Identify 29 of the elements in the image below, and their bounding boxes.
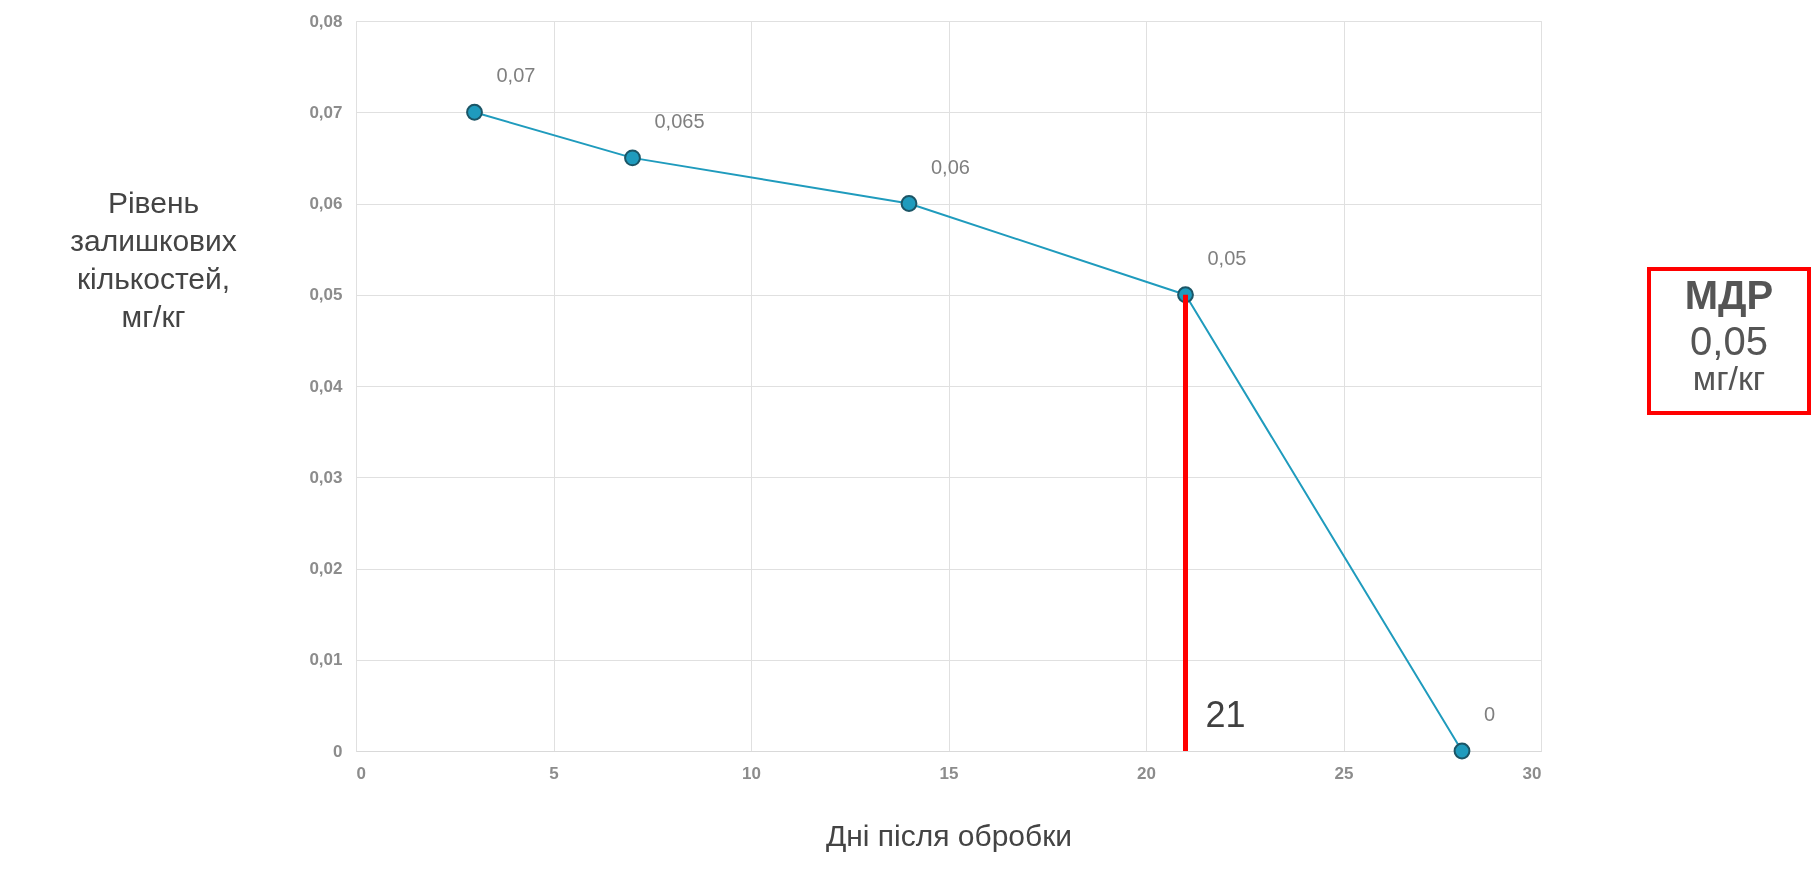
ref-line-label: 21: [1205, 694, 1246, 735]
y-tick-label: 0,05: [309, 285, 343, 305]
point: [624, 149, 641, 167]
x-tick-label: 10: [742, 763, 761, 783]
x-tick-label: 25: [1334, 763, 1354, 783]
data-label: 0: [1484, 703, 1496, 725]
text: МДР 0,05 мг/кг: [1684, 273, 1774, 397]
y-tick-label: 0: [333, 741, 343, 761]
y-tick-label: 0,04: [309, 376, 344, 396]
data-label: 0,07: [496, 64, 536, 87]
y-tick-label: 0,02: [309, 559, 343, 578]
y-axis-title: Рівень залишкових кількостей, мг/кг: [70, 185, 237, 333]
x-tick-label: 15: [939, 763, 959, 783]
data-label: 0,05: [1207, 246, 1247, 269]
point: [1453, 742, 1471, 760]
x-tick-label: 20: [1137, 763, 1156, 783]
x-axis-title: Дні після обробки: [825, 818, 1073, 852]
x-tick-label: 0: [356, 763, 366, 783]
y-tick-label: 0,08: [309, 11, 343, 31]
data-label: 0,06: [931, 155, 970, 178]
point: [466, 103, 483, 121]
x-tick-label: 30: [1522, 763, 1542, 783]
y-tick-label: 0,03: [309, 467, 343, 487]
y-tick-label: 0,01: [309, 650, 343, 670]
point: [900, 195, 918, 212]
y-tick-label: 0,06: [309, 194, 343, 213]
y-tick-label: 0,07: [309, 102, 343, 122]
data-label: 0,065: [654, 109, 705, 132]
x-tick-label: 5: [549, 763, 559, 783]
